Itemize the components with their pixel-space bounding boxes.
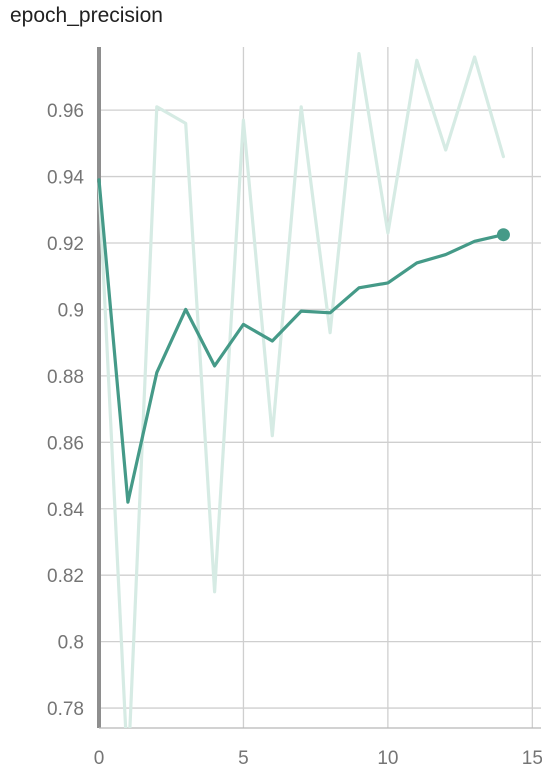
y-tick-label: 0.8 — [58, 633, 84, 654]
y-tick-label: 0.78 — [47, 699, 84, 720]
smoothed-series-line — [97, 178, 505, 504]
raw-series-line — [97, 51, 505, 728]
chart-title: epoch_precision — [10, 4, 163, 27]
y-tick-label: 0.9 — [58, 300, 84, 321]
last-value-marker — [496, 228, 510, 242]
grid — [97, 47, 541, 729]
series-group — [97, 51, 505, 728]
y-tick-label: 0.92 — [47, 234, 84, 255]
marker-group — [496, 228, 510, 242]
x-tick-label: 15 — [522, 748, 542, 768]
y-tick-label: 0.86 — [47, 433, 84, 454]
x-tick-label: 10 — [377, 748, 398, 768]
tick-labels: 0.78 0.8 0.82 0.84 0.86 0.88 0.9 0.92 0.94 0.96 0 5… — [47, 101, 542, 768]
y-tick-label: 0.94 — [47, 168, 84, 189]
y-tick-label: 0.88 — [47, 367, 84, 388]
y-tick-label: 0.96 — [47, 101, 84, 122]
y-tick-label: 0.84 — [47, 500, 84, 521]
x-tick-label: 0 — [94, 748, 105, 768]
x-tick-label: 5 — [238, 748, 249, 768]
y-tick-label: 0.82 — [47, 566, 84, 587]
